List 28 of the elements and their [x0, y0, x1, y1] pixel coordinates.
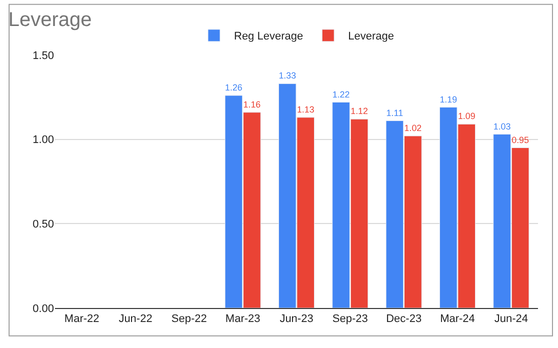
data-label: 1.33	[278, 70, 296, 81]
data-label: 1.26	[225, 82, 242, 92]
data-label: 1.03	[493, 121, 511, 132]
legend-label: Leverage	[348, 30, 394, 43]
legend-label: Reg Leverage	[234, 30, 304, 43]
chart-title: Leverage	[8, 9, 92, 32]
data-label: 1.16	[243, 99, 261, 110]
data-label: 1.13	[296, 104, 314, 114]
x-tick-label: Jun-23	[280, 313, 314, 326]
y-tick-label: 0.50	[32, 218, 54, 231]
x-tick-label: Mar-24	[440, 313, 475, 326]
y-tick-label: 1.50	[32, 50, 54, 62]
x-tick-label: Sep-23	[332, 313, 368, 326]
x-tick-label: Mar-22	[64, 313, 100, 326]
data-label: 1.09	[458, 111, 476, 122]
x-tick-label: Mar-23	[225, 313, 260, 326]
x-tick-label: Sep-22	[171, 313, 207, 326]
x-tick-label: Jun-22	[118, 313, 152, 326]
y-tick-label: 1.00	[32, 134, 54, 146]
x-tick-label: Dec-23	[386, 313, 422, 326]
data-label: 1.19	[440, 94, 458, 104]
data-label: 1.02	[404, 122, 422, 133]
data-label: 1.11	[386, 108, 404, 118]
y-tick-label: 0.00	[32, 302, 54, 315]
x-tick-label: Jun-24	[494, 313, 528, 326]
data-label: 0.95	[512, 134, 529, 145]
data-label: 1.22	[332, 89, 350, 100]
data-label: 1.12	[350, 106, 368, 116]
